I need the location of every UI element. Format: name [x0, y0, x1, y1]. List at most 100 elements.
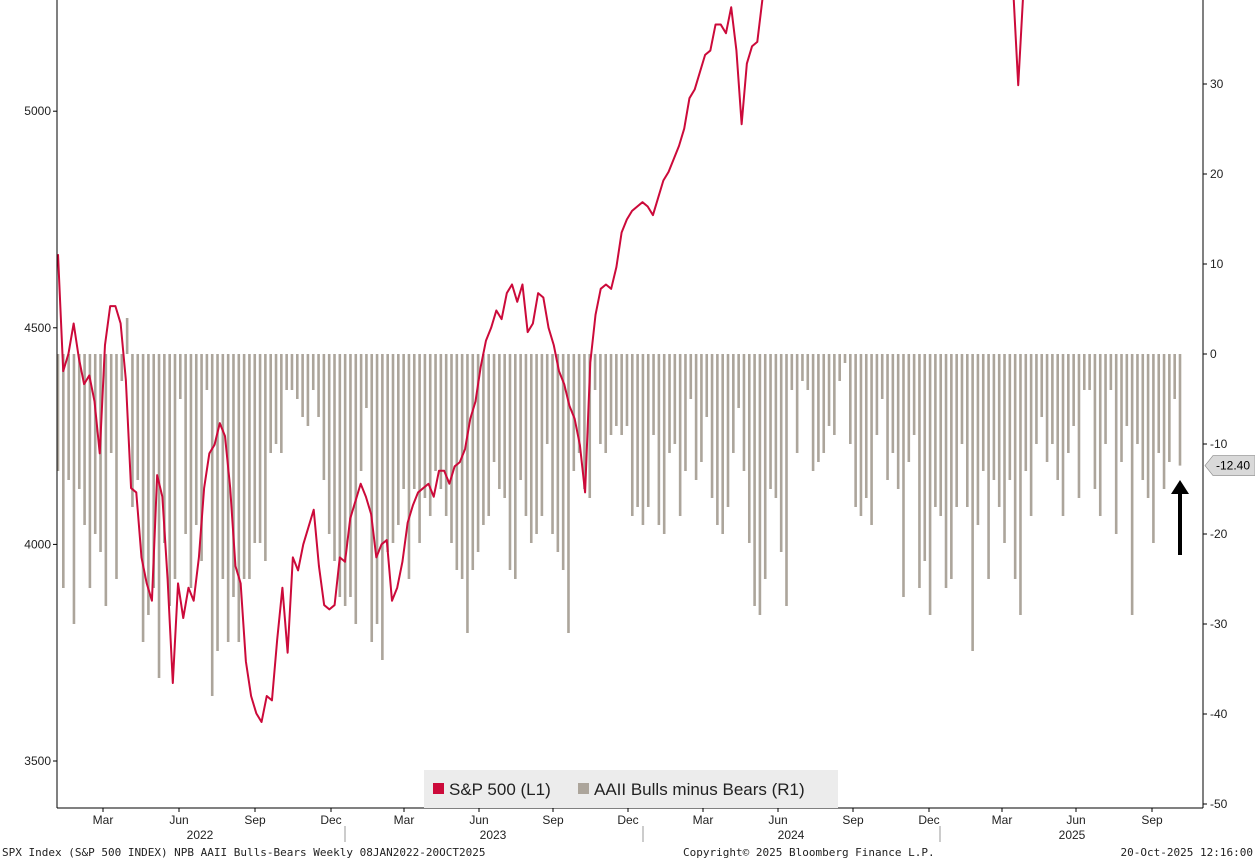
aaii-bar [1157, 354, 1161, 453]
aaii-bar [1056, 354, 1059, 480]
aaii-bar [1061, 354, 1065, 516]
footer-source: SPX Index (S&P 500 INDEX) NPB AAII Bulls… [2, 846, 485, 859]
aaii-bar [179, 354, 182, 399]
aaii-bar [62, 354, 65, 588]
aaii-bar [875, 354, 879, 435]
aaii-bar [1051, 354, 1054, 444]
aaii-bar [806, 354, 810, 390]
aaii-bar [460, 354, 464, 579]
aaii-bar [971, 354, 974, 651]
aaii-bar [535, 354, 538, 534]
aaii-bar [838, 354, 841, 381]
aaii-bar [157, 354, 161, 678]
aaii-bar [880, 354, 884, 399]
aaii-bar [593, 354, 597, 390]
month-tick-label: Dec [918, 813, 939, 827]
aaii-bar [136, 354, 140, 480]
aaii-bar [1019, 354, 1022, 615]
aaii-bar [439, 354, 443, 489]
aaii-bar [301, 354, 304, 417]
aaii-bar [1024, 354, 1028, 471]
aaii-bar [1082, 354, 1086, 390]
aaii-bar [811, 354, 815, 471]
month-tick-label: Dec [320, 813, 341, 827]
aaii-bar [125, 318, 129, 354]
aaii-bar [248, 354, 251, 579]
axes: 35004000450050005500600065007000-50-40-3… [24, 0, 1228, 842]
footer-copyright: Copyright© 2025 Bloomberg Finance L.P. [683, 846, 935, 859]
aaii-bar [716, 354, 719, 525]
aaii-bar [1035, 354, 1038, 444]
aaii-bar [907, 354, 911, 462]
aaii-bar [540, 354, 544, 516]
aaii-bar [487, 354, 491, 516]
aaii-bar [492, 354, 496, 462]
legend: S&P 500 (L1) AAII Bulls minus Bears (R1) [424, 770, 838, 808]
aaii-bar [609, 354, 613, 435]
aaii-bar [817, 354, 820, 462]
aaii-bar [412, 354, 416, 489]
aaii-bar [93, 354, 97, 534]
aaii-bar [599, 354, 602, 444]
aaii-bar [737, 354, 740, 408]
aaii-bar [641, 354, 645, 525]
aaii-bar [242, 354, 246, 579]
aaii-bar [753, 354, 756, 606]
aaii-bar [88, 354, 92, 588]
aaii-bar [397, 354, 400, 525]
aaii-bar [1120, 354, 1123, 462]
aaii-bar [992, 354, 996, 480]
aaii-bar [721, 354, 724, 534]
aaii-bar [997, 354, 1001, 507]
left-tick-label: 3500 [24, 754, 51, 768]
aaii-bar [503, 354, 506, 498]
aaii-bar [785, 354, 788, 606]
aaii-bar [795, 354, 799, 453]
aaii-bar [966, 354, 969, 507]
aaii-bar [67, 354, 70, 480]
aaii-bar [120, 354, 124, 381]
aaii-bar [630, 354, 634, 516]
aaii-bar [333, 354, 336, 561]
month-tick-label: Mar [394, 813, 415, 827]
aaii-bar [902, 354, 905, 597]
aaii-bar [184, 354, 187, 534]
right-tick-label: 0 [1210, 347, 1217, 361]
month-tick-label: Sep [842, 813, 864, 827]
aaii-bar [1109, 354, 1113, 390]
aaii-bar [386, 354, 389, 552]
aaii-bar [673, 354, 677, 444]
aaii-bar [684, 354, 687, 471]
month-tick-label: Dec [617, 813, 638, 827]
aaii-bar [657, 354, 661, 525]
aaii-bar [1013, 354, 1017, 579]
aaii-bar [1125, 354, 1129, 426]
aaii-bar [976, 354, 980, 525]
aaii-bar [891, 354, 895, 453]
aaii-bar [349, 354, 352, 597]
aaii-bar [264, 354, 267, 561]
arrow-up-icon [1171, 480, 1189, 494]
aaii-bar [620, 354, 623, 435]
aaii-bar [141, 354, 145, 642]
aaii-bar [56, 354, 60, 471]
left-tick-label: 5000 [24, 104, 51, 118]
aaii-bar [280, 354, 283, 453]
annotation [1171, 480, 1189, 555]
aaii-bar [551, 354, 554, 534]
aaii-bar [774, 354, 778, 498]
aaii-bar [854, 354, 857, 507]
aaii-bar [83, 354, 86, 525]
month-tick-label: Jun [1066, 813, 1085, 827]
aaii-bar [652, 354, 655, 435]
aaii-bar [205, 354, 209, 390]
aaii-bar [508, 354, 512, 570]
aaii-bar [232, 354, 235, 597]
aaii-bar [529, 354, 533, 543]
month-tick-label: Jun [469, 813, 488, 827]
aaii-bar [482, 354, 485, 525]
left-tick-label: 4500 [24, 321, 51, 335]
right-tick-label: -30 [1210, 617, 1228, 631]
aaii-bar [1152, 354, 1155, 543]
left-tick-label: 4000 [24, 537, 51, 551]
